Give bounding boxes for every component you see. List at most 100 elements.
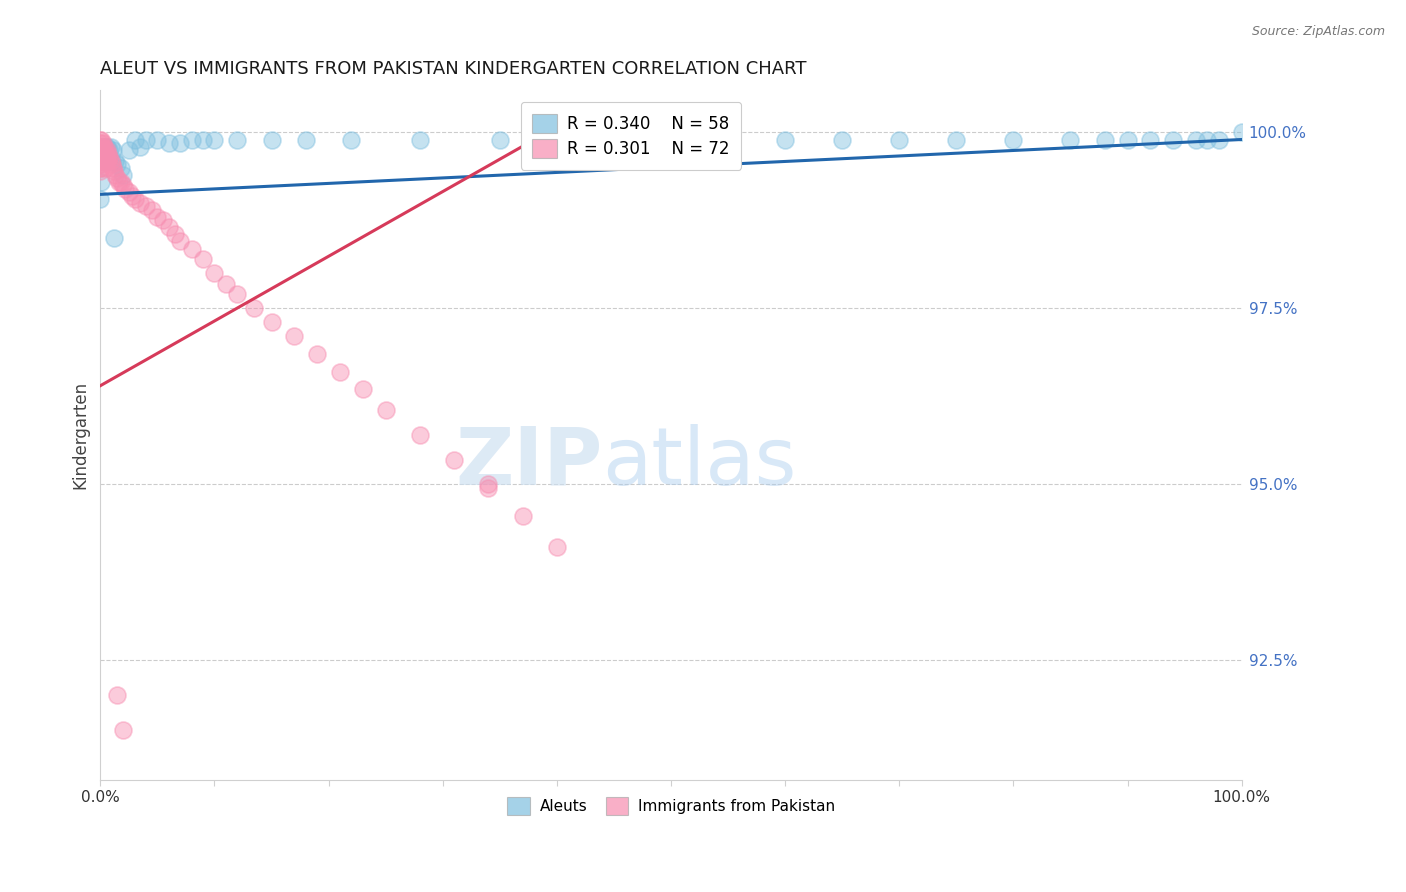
Point <box>157 220 180 235</box>
Point <box>98 143 121 157</box>
Point <box>294 132 316 146</box>
Point <box>124 132 146 146</box>
Point <box>204 132 226 146</box>
Point <box>91 136 114 150</box>
Point <box>96 139 118 153</box>
Point <box>93 143 115 157</box>
Point <box>97 153 120 168</box>
Point <box>352 382 374 396</box>
Point <box>477 477 499 491</box>
Point <box>100 153 122 168</box>
Point <box>89 157 111 171</box>
Point <box>1094 132 1116 146</box>
Point <box>110 175 132 189</box>
Point <box>101 161 124 175</box>
Point <box>226 132 249 146</box>
Point <box>90 175 112 189</box>
Point <box>112 723 135 738</box>
Point <box>96 150 118 164</box>
Point <box>90 153 112 168</box>
Point <box>96 143 118 157</box>
Point <box>546 541 568 555</box>
Point <box>103 231 125 245</box>
Point <box>163 227 186 242</box>
Point <box>89 150 111 164</box>
Point <box>443 452 465 467</box>
Point <box>409 132 432 146</box>
Point <box>90 146 112 161</box>
Point <box>1161 132 1184 146</box>
Point <box>101 143 124 157</box>
Point <box>1208 132 1230 146</box>
Point <box>1059 132 1081 146</box>
Point <box>97 153 120 168</box>
Point <box>118 143 141 157</box>
Point <box>889 132 911 146</box>
Point <box>112 178 135 193</box>
Point <box>89 157 111 171</box>
Point <box>146 132 169 146</box>
Point <box>157 136 180 150</box>
Point <box>93 153 115 168</box>
Y-axis label: Kindergarten: Kindergarten <box>72 381 89 489</box>
Point <box>374 403 396 417</box>
Point <box>169 235 191 249</box>
Point <box>409 428 432 442</box>
Text: atlas: atlas <box>603 424 797 501</box>
Point <box>112 168 135 182</box>
Point <box>215 277 238 291</box>
Point <box>1197 132 1219 146</box>
Point <box>107 171 129 186</box>
Point <box>94 143 117 157</box>
Point <box>717 132 740 146</box>
Point <box>89 161 111 175</box>
Point <box>94 146 117 161</box>
Point <box>114 182 136 196</box>
Point <box>89 132 111 146</box>
Point <box>94 146 117 161</box>
Point <box>107 175 129 189</box>
Point <box>180 242 202 256</box>
Point <box>104 168 127 182</box>
Point <box>91 150 114 164</box>
Point <box>129 139 152 153</box>
Point <box>659 132 682 146</box>
Point <box>1185 132 1208 146</box>
Point <box>243 301 266 316</box>
Point <box>100 139 122 153</box>
Point <box>568 132 591 146</box>
Point <box>94 161 117 175</box>
Point <box>169 136 191 150</box>
Text: ZIP: ZIP <box>456 424 603 501</box>
Point <box>89 139 111 153</box>
Point <box>773 132 796 146</box>
Point <box>90 139 112 153</box>
Point <box>226 287 249 301</box>
Text: Source: ZipAtlas.com: Source: ZipAtlas.com <box>1251 25 1385 38</box>
Point <box>191 132 214 146</box>
Point <box>260 132 283 146</box>
Point <box>89 136 111 150</box>
Point <box>152 213 174 227</box>
Point <box>1002 132 1025 146</box>
Point <box>90 139 112 153</box>
Point <box>97 146 120 161</box>
Point <box>110 161 132 175</box>
Point <box>103 164 125 178</box>
Point <box>124 192 146 206</box>
Point <box>283 329 305 343</box>
Point <box>118 186 141 200</box>
Point <box>91 146 114 161</box>
Point <box>94 139 117 153</box>
Point <box>96 143 118 157</box>
Point <box>107 157 129 171</box>
Point <box>129 195 152 210</box>
Point <box>1230 126 1253 140</box>
Point <box>89 146 111 161</box>
Point <box>90 143 112 157</box>
Text: ALEUT VS IMMIGRANTS FROM PAKISTAN KINDERGARTEN CORRELATION CHART: ALEUT VS IMMIGRANTS FROM PAKISTAN KINDER… <box>100 60 807 78</box>
Point <box>90 161 112 175</box>
Point <box>121 188 143 202</box>
Point <box>135 132 157 146</box>
Point <box>100 157 122 171</box>
